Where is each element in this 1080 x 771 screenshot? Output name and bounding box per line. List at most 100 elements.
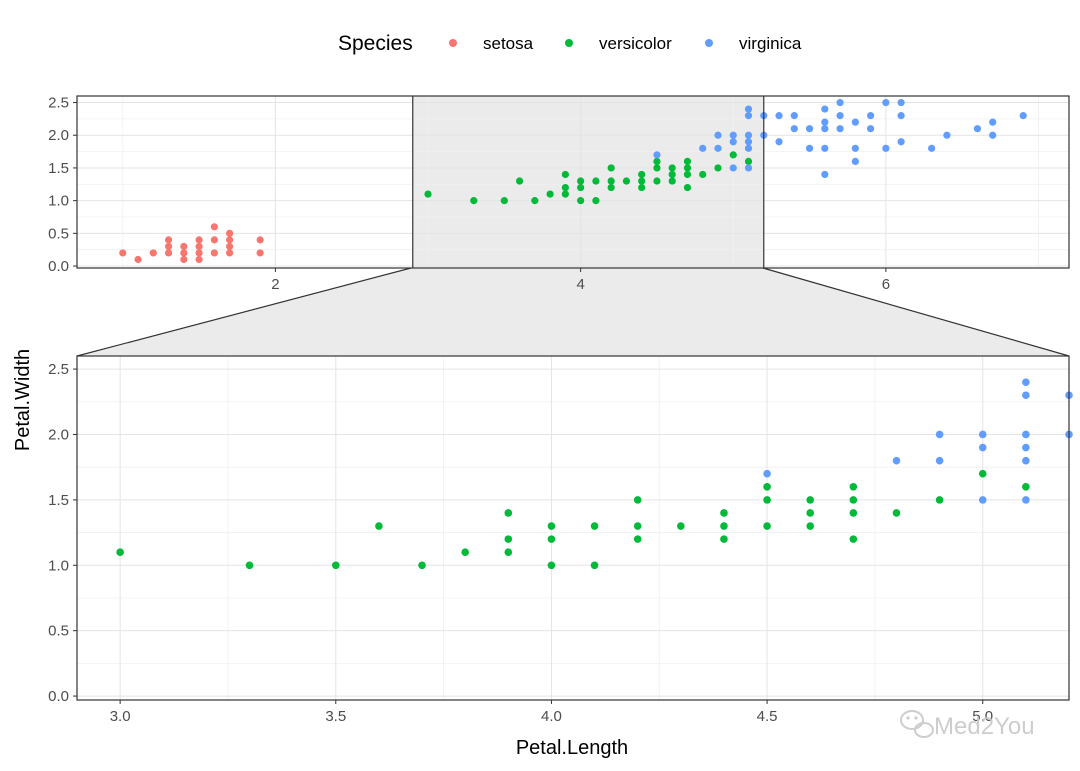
point-versicolor [245, 561, 254, 570]
point-virginica [744, 144, 753, 152]
point-virginica [851, 157, 859, 165]
zoom-panel: 0.0 0.5 1.0 1.5 2.0 2.5 3.0 3.5 4.0 4.5 5.0 [48, 355, 1073, 725]
point-virginica [821, 118, 829, 126]
point-versicolor [561, 183, 569, 192]
point-virginica [836, 112, 844, 120]
point-versicolor [424, 190, 432, 198]
point-setosa [226, 229, 234, 237]
point-virginica [892, 456, 901, 465]
point-virginica [744, 112, 753, 120]
point-setosa [119, 249, 127, 257]
point-versicolor [763, 482, 771, 491]
point-versicolor [500, 197, 508, 205]
y-tick-label: 0.0 [48, 688, 69, 705]
point-versicolor [515, 177, 524, 185]
overview-panel: 0.0 0.5 1.0 1.5 2.0 2.5 2 4 6 [48, 95, 1070, 293]
y-tick-label: 1.0 [48, 557, 69, 574]
y-tick-label: 2.5 [48, 95, 69, 112]
legend-title: Species [338, 32, 413, 55]
zoom-connector-area [77, 268, 1069, 356]
y-tick-label: 0.0 [48, 258, 69, 275]
point-virginica [989, 131, 997, 139]
point-versicolor [683, 157, 692, 165]
point-versicolor [531, 197, 539, 205]
point-versicolor [461, 548, 469, 556]
point-virginica [928, 144, 936, 152]
x-axis-title: Petal.Length [516, 737, 628, 759]
point-versicolor [744, 157, 753, 165]
x-tick-label: 2 [271, 276, 279, 293]
overview-y-axis: 0.0 0.5 1.0 1.5 2.0 2.5 [48, 95, 77, 275]
point-versicolor [668, 170, 676, 179]
y-axis-title: Petal.Width [12, 349, 34, 451]
point-versicolor [668, 164, 676, 172]
point-versicolor [592, 197, 600, 205]
point-versicolor [561, 190, 569, 198]
point-versicolor [729, 151, 737, 159]
point-virginica [653, 151, 661, 159]
point-versicolor [806, 522, 815, 530]
point-virginica [805, 144, 814, 152]
point-setosa [164, 236, 173, 244]
point-virginica [714, 131, 722, 139]
point-virginica [775, 138, 783, 146]
point-virginica [882, 98, 890, 107]
point-setosa [164, 249, 173, 257]
point-virginica [836, 125, 844, 133]
point-versicolor [699, 170, 707, 179]
point-setosa [180, 249, 188, 257]
y-tick-label: 0.5 [48, 623, 69, 640]
overview-x-axis: 2 4 6 [271, 268, 890, 293]
legend: Species setosa versicolor virginica [338, 32, 802, 55]
legend-label-setosa: setosa [483, 34, 534, 53]
point-virginica [1022, 456, 1030, 465]
point-versicolor [763, 496, 771, 504]
point-virginica [978, 443, 987, 452]
point-setosa [210, 236, 218, 244]
point-virginica [744, 105, 753, 113]
point-versicolor [1022, 482, 1030, 491]
point-versicolor [892, 509, 901, 517]
point-virginica [790, 112, 798, 120]
point-versicolor [720, 535, 728, 543]
point-virginica [867, 112, 875, 120]
point-virginica [821, 105, 829, 113]
overview-panel-border [76, 95, 1070, 269]
point-versicolor [633, 535, 642, 543]
point-virginica [821, 144, 829, 152]
point-versicolor [577, 183, 585, 192]
y-tick-label: 2.5 [48, 361, 69, 378]
point-virginica [851, 144, 859, 152]
point-virginica [867, 125, 875, 133]
x-tick-label: 4.5 [757, 708, 778, 725]
point-versicolor [763, 522, 771, 530]
point-virginica [1022, 430, 1030, 439]
point-versicolor [668, 177, 676, 185]
point-virginica [897, 138, 905, 146]
zoom-region-highlight [412, 96, 764, 268]
point-setosa [210, 223, 218, 231]
point-versicolor [561, 170, 569, 179]
y-tick-label: 0.5 [48, 225, 69, 242]
zoom-connector-right-line [762, 267, 1070, 357]
point-virginica [763, 469, 771, 478]
point-versicolor [470, 197, 478, 205]
point-versicolor [978, 469, 987, 478]
point-virginica [943, 131, 951, 139]
point-virginica [821, 170, 829, 179]
point-versicolor [577, 177, 585, 185]
watermark-text: Med2You [934, 713, 1035, 740]
legend-key-virginica [705, 39, 713, 47]
point-virginica [882, 144, 890, 152]
point-virginica [744, 138, 753, 146]
point-virginica [821, 125, 829, 133]
point-versicolor [849, 496, 858, 504]
point-virginica [1022, 378, 1030, 386]
zoom-connector-left-line [76, 267, 412, 357]
y-tick-label: 1.0 [48, 193, 69, 210]
point-versicolor [720, 509, 728, 517]
wechat-icon [900, 710, 934, 738]
point-versicolor [653, 164, 661, 172]
zoom-panel-border [76, 355, 1070, 701]
